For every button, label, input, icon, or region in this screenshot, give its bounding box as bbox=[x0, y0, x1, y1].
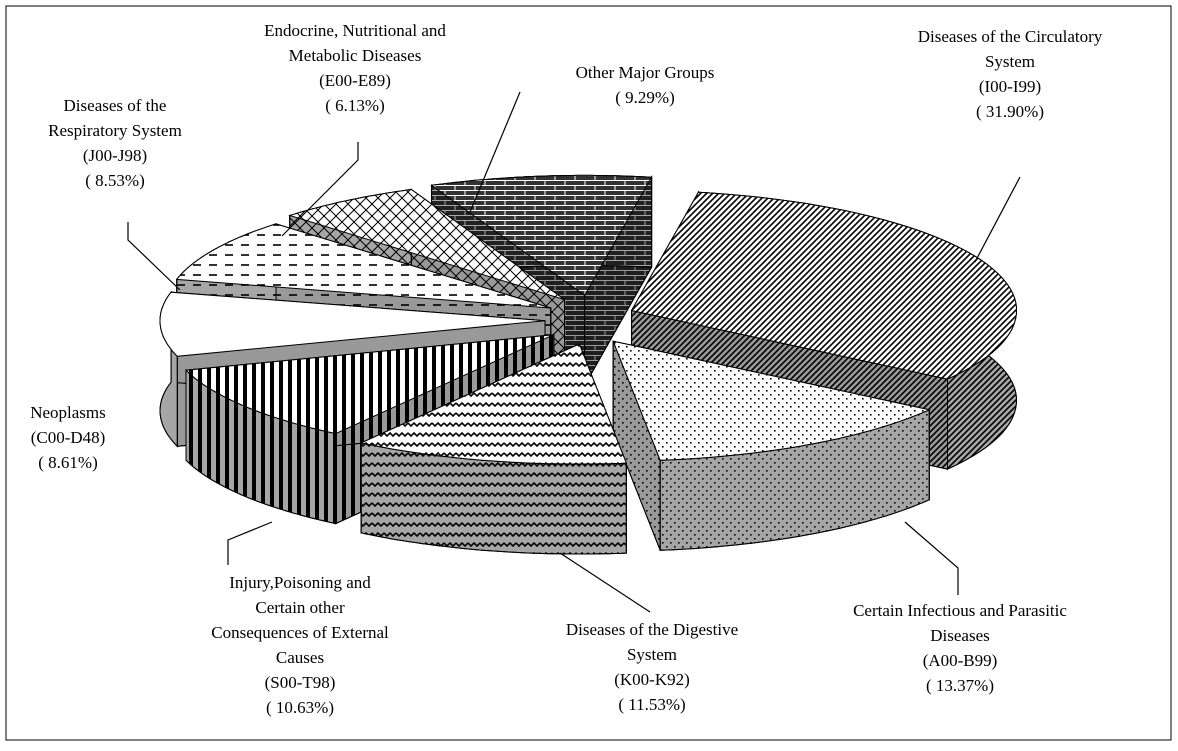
leader-line bbox=[469, 91, 521, 213]
category-name: Endocrine, Nutritional and Metabolic Dis… bbox=[264, 21, 446, 65]
slice-label: Diseases of the Respiratory System (J00-J… bbox=[25, 93, 205, 193]
category-code: (E00-E89) bbox=[319, 71, 391, 90]
leader-line bbox=[281, 142, 359, 237]
category-code: (I00-I99) bbox=[978, 77, 1042, 96]
slice-label: Certain Infectious and Parasitic Disease… bbox=[848, 598, 1073, 698]
slice-label: Diseases of the Digestive System (K00-K92… bbox=[565, 617, 740, 717]
slice-label: Neoplasms (C00-D48) ( 8.61%) bbox=[13, 400, 123, 475]
category-name: Diseases of the Circulatory System bbox=[917, 27, 1103, 71]
category-name: Injury,Poisoning and Certain other Conse… bbox=[211, 573, 389, 667]
slice bbox=[359, 343, 628, 555]
value-label: ( 6.13%) bbox=[325, 96, 385, 115]
leader-line bbox=[227, 521, 273, 565]
value-label: ( 9.29%) bbox=[615, 88, 675, 107]
category-code: (S00-T98) bbox=[264, 673, 336, 692]
value-label: ( 11.53%) bbox=[618, 695, 686, 714]
value-label: ( 8.53%) bbox=[85, 171, 145, 190]
frame bbox=[5, 5, 1172, 741]
value-label: ( 8.61%) bbox=[38, 453, 98, 472]
category-code: (A00-B99) bbox=[922, 651, 998, 670]
slice-label: Other Major Groups ( 9.29%) bbox=[545, 60, 745, 110]
slice-label: Diseases of the Circulatory System (I00-I… bbox=[918, 24, 1103, 124]
slice-top bbox=[288, 188, 565, 301]
category-name: Neoplasms bbox=[30, 403, 106, 422]
slice bbox=[612, 340, 931, 551]
pie bbox=[159, 174, 1018, 555]
slice-label: Endocrine, Nutritional and Metabolic Dis… bbox=[255, 18, 455, 118]
leader-line bbox=[974, 176, 1021, 263]
category-code: (J00-J98) bbox=[82, 146, 148, 165]
category-code: (K00-K92) bbox=[614, 670, 690, 689]
category-name: Diseases of the Digestive System bbox=[565, 620, 739, 664]
leader-line bbox=[559, 552, 651, 613]
slice-top bbox=[359, 343, 628, 465]
category-code: (C00-D48) bbox=[30, 428, 106, 447]
value-label: ( 13.37%) bbox=[926, 676, 994, 695]
slice-top bbox=[430, 174, 653, 297]
leader-line bbox=[127, 222, 181, 291]
value-label: ( 31.90%) bbox=[976, 102, 1044, 121]
slice-top bbox=[175, 223, 551, 309]
slice-top bbox=[630, 191, 1018, 380]
slice-top bbox=[159, 291, 546, 357]
leader-line bbox=[904, 521, 959, 595]
value-label: ( 10.63%) bbox=[266, 698, 334, 717]
category-name: Diseases of the Respiratory System bbox=[48, 96, 182, 140]
slice-top bbox=[612, 340, 931, 461]
category-name: Certain Infectious and Parasitic Disease… bbox=[853, 601, 1067, 645]
slice-top bbox=[184, 334, 555, 435]
leaders bbox=[127, 91, 1021, 613]
category-name: Other Major Groups bbox=[575, 63, 715, 82]
slice-label: Injury,Poisoning and Certain other Conse… bbox=[211, 570, 389, 720]
